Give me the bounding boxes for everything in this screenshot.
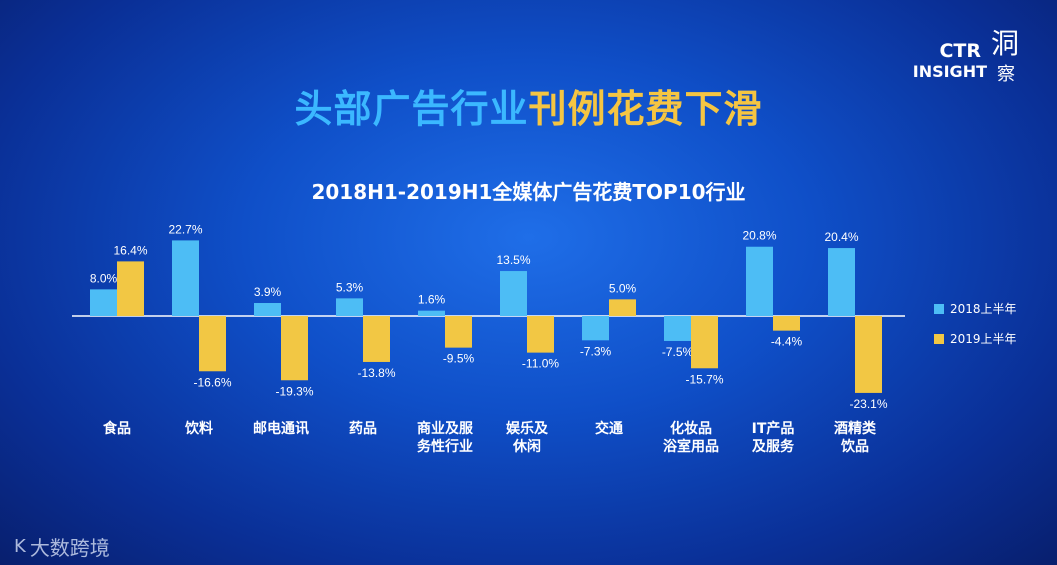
bar-2018-7: [664, 316, 691, 341]
logo-insight: INSIGHT: [912, 62, 987, 81]
category-label-0: 食品: [103, 420, 131, 437]
bar-2019-8: [773, 316, 800, 331]
page-title-part1: 头部广告行业: [294, 87, 529, 131]
category-label-2: 邮电通讯: [253, 420, 309, 437]
page-title-part2: 刊例花费下滑: [528, 87, 763, 131]
data-label-2018-0: 8.0%: [90, 271, 118, 285]
data-label-2018-2: 3.9%: [254, 285, 282, 299]
bar-2018-5: [500, 271, 527, 316]
category-label-7: 化妆品: [670, 420, 712, 437]
bar-2019-1: [199, 316, 226, 372]
category-label-5: 休闲: [512, 438, 541, 455]
category-label-8: IT产品: [752, 420, 795, 437]
data-label-2018-5: 13.5%: [496, 253, 530, 267]
data-label-2019-0: 16.4%: [113, 243, 147, 257]
data-label-2019-7: -15.7%: [685, 372, 723, 386]
legend-label-0: 2018上半年: [950, 302, 1017, 316]
legend-swatch-1: [934, 334, 944, 344]
bar-2019-3: [363, 316, 390, 362]
legend-label-1: 2019上半年: [950, 332, 1017, 346]
legend-swatch-0: [934, 304, 944, 314]
category-label-8: 及服务: [752, 438, 795, 455]
logo-cjk-top: 洞: [990, 27, 1019, 60]
category-label-1: 饮料: [184, 420, 213, 437]
bar-2018-3: [336, 298, 363, 316]
data-label-2018-3: 5.3%: [336, 280, 364, 294]
category-label-6: 交通: [595, 420, 623, 437]
watermark: K 大数跨境: [14, 532, 110, 561]
logo-ctr: CTR: [939, 40, 981, 62]
bar-2018-6: [582, 316, 609, 341]
ctr-insight-logo: CTR INSIGHT 洞 察: [893, 20, 1043, 90]
category-label-7: 浴室用品: [663, 438, 719, 455]
chart-title: 2018H1-2019H1全媒体广告花费TOP10行业: [311, 180, 746, 204]
data-label-2019-6: 5.0%: [609, 281, 637, 295]
data-label-2019-9: -23.1%: [849, 397, 887, 411]
bar-2018-1: [172, 240, 199, 316]
data-label-2018-4: 1.6%: [418, 293, 446, 307]
data-label-2019-4: -9.5%: [443, 352, 475, 366]
data-label-2018-8: 20.8%: [742, 229, 776, 243]
data-label-2018-9: 20.4%: [824, 230, 858, 244]
category-label-4: 商业及服: [417, 420, 474, 437]
bar-2019-7: [691, 316, 718, 369]
data-label-2018-6: -7.3%: [580, 344, 612, 358]
bar-2019-5: [527, 316, 554, 353]
category-label-4: 务性行业: [417, 438, 473, 455]
data-label-2018-1: 22.7%: [168, 222, 202, 236]
bar-2018-4: [418, 310, 445, 316]
data-label-2019-8: -4.4%: [771, 335, 803, 349]
logo-cjk-bottom: 察: [997, 64, 1015, 85]
bar-2019-2: [281, 316, 308, 381]
bar-2018-0: [90, 289, 117, 316]
category-label-5: 娱乐及: [506, 420, 549, 437]
bar-2018-8: [746, 246, 773, 316]
watermark-text: 大数跨境: [29, 536, 110, 560]
bar-2019-0: [117, 261, 144, 316]
data-label-2019-1: -16.6%: [193, 375, 231, 389]
bar-2019-6: [609, 299, 636, 316]
watermark-logo-icon: K: [14, 536, 26, 557]
data-label-2019-5: -11.0%: [522, 357, 559, 371]
data-label-2019-3: -13.8%: [357, 366, 395, 380]
bar-2018-2: [254, 303, 281, 316]
bar-2019-4: [445, 316, 472, 348]
page-title: 头部广告行业刊例花费下滑: [0, 78, 1057, 133]
category-label-9: 酒精类: [834, 420, 877, 437]
bar-2018-9: [828, 248, 855, 316]
category-label-9: 饮品: [840, 438, 869, 455]
data-label-2018-7: -7.5%: [662, 345, 694, 359]
category-label-3: 药品: [349, 420, 377, 437]
data-label-2019-2: -19.3%: [275, 384, 313, 398]
bar-2019-9: [855, 316, 882, 393]
